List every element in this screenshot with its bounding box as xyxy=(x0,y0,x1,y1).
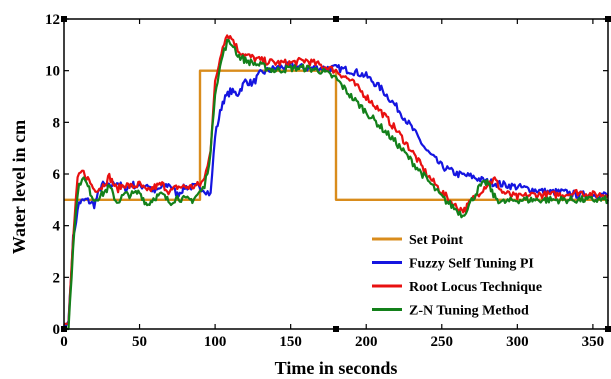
x-tick-label: 250 xyxy=(431,334,454,350)
y-tick-label: 8 xyxy=(53,115,61,131)
legend-label: Root Locus Technique xyxy=(409,280,542,295)
frame-marker xyxy=(333,16,339,22)
frame-marker xyxy=(333,326,339,332)
y-tick-label: 12 xyxy=(45,12,60,28)
x-tick-label: 300 xyxy=(506,334,529,350)
frame-marker xyxy=(61,16,67,22)
x-axis-label: Time in seconds xyxy=(275,358,398,378)
series-line-z-n-tuning-method xyxy=(64,38,610,331)
x-tick-label: 200 xyxy=(355,334,378,350)
legend-label: Set Point xyxy=(409,233,463,248)
y-tick-label: 10 xyxy=(45,64,60,80)
y-axis-label: Water level in cm xyxy=(9,120,29,254)
series-line-set-point xyxy=(64,69,608,201)
legend: Set Point Fuzzy Self Tuning PI Root Locus … xyxy=(372,233,542,319)
x-tick-label: 50 xyxy=(132,334,147,350)
frame-marker xyxy=(605,326,611,332)
legend-label: Z-N Tuning Method xyxy=(409,304,529,319)
y-tick-label: 4 xyxy=(53,219,61,235)
y-tick-label: 6 xyxy=(53,167,61,183)
x-tick-label: 0 xyxy=(60,334,68,350)
x-tick-label: 150 xyxy=(279,334,302,350)
x-tick-label: 350 xyxy=(582,334,605,350)
x-tick-label: 100 xyxy=(204,334,227,350)
series-layer xyxy=(63,34,610,331)
tick-layer: 0 50 100 150 200 250 300 350 0 2 4 6 8 10 12 xyxy=(45,12,611,350)
y-tick-label: 0 xyxy=(53,322,61,338)
series-line-root-locus-technique xyxy=(64,34,609,325)
y-tick-label: 2 xyxy=(53,270,61,286)
legend-label: Fuzzy Self Tuning PI xyxy=(409,257,534,272)
frame-marker xyxy=(61,326,67,332)
frame-marker xyxy=(605,16,611,22)
